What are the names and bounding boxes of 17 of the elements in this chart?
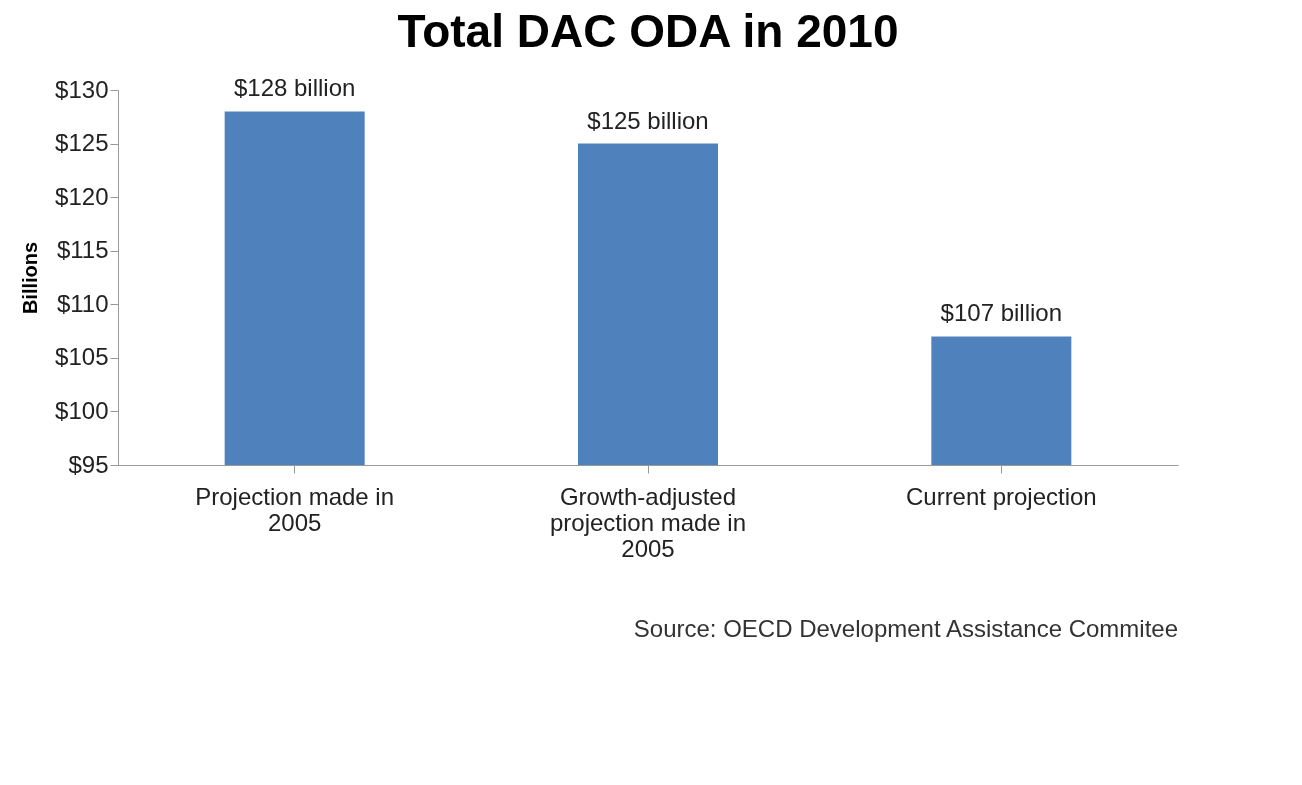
data-label: $125 billion	[587, 106, 709, 134]
x-tick-label: Current projection	[905, 482, 1097, 510]
source-note: Source: OECD Development Assistance Commitee	[633, 615, 1178, 642]
y-tick-label: $95	[68, 450, 109, 478]
data-label: $128 billion	[233, 74, 356, 102]
y-tick-label: $125	[55, 129, 109, 157]
y-tick-label: $100	[55, 396, 109, 424]
y-tick-label: $115	[56, 236, 109, 264]
y-tick-label: $120	[55, 182, 109, 210]
y-tick-label: $105	[55, 343, 109, 371]
chart-title: Total DAC ODA in 2010	[397, 5, 899, 58]
y-axis-title: Billions	[19, 241, 42, 315]
x-tick-label: Projection made in 2005	[195, 482, 395, 536]
y-tick-label: $110	[56, 289, 109, 317]
data-label: $107 billion	[940, 299, 1063, 327]
y-tick-label: $130	[55, 75, 109, 103]
x-tick-label: Growth-adjusted projection made in 2005	[549, 482, 747, 562]
